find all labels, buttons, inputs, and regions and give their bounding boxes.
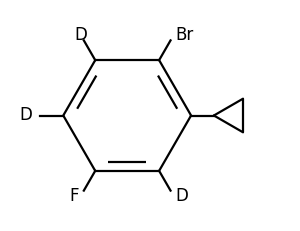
Text: D: D (176, 187, 188, 204)
Text: D: D (20, 106, 32, 125)
Text: Br: Br (176, 27, 194, 44)
Text: F: F (69, 187, 79, 204)
Text: D: D (74, 27, 87, 44)
